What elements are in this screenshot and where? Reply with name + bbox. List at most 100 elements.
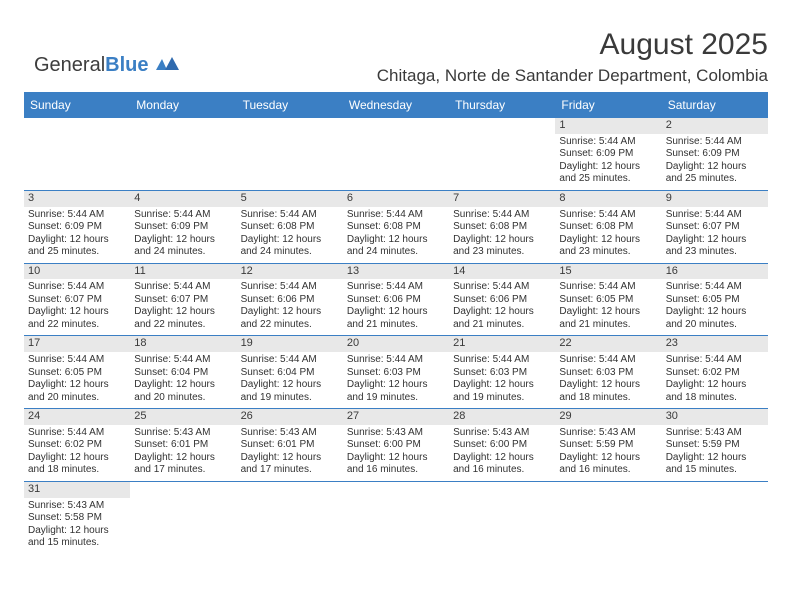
calendar-cell: [237, 118, 343, 191]
daylight-line: Daylight: 12 hours and 16 minutes.: [559, 452, 657, 477]
daylight-line: Daylight: 12 hours and 16 minutes.: [347, 452, 445, 477]
day-number: 3: [24, 191, 130, 207]
day-number: 29: [555, 409, 661, 425]
calendar-cell: 17Sunrise: 5:44 AMSunset: 6:05 PMDayligh…: [24, 336, 130, 409]
daylight-line: Daylight: 12 hours and 20 minutes.: [134, 379, 232, 404]
daylight-line: Daylight: 12 hours and 15 minutes.: [28, 525, 126, 550]
day-number: 17: [24, 336, 130, 352]
sunset-line: Sunset: 6:06 PM: [347, 294, 445, 307]
logo-text: General: [34, 54, 105, 76]
calendar-row: 10Sunrise: 5:44 AMSunset: 6:07 PMDayligh…: [24, 263, 768, 336]
calendar-cell: 9 Sunrise: 5:44 AMSunset: 6:07 PMDaylight…: [662, 190, 768, 263]
daylight-line: Daylight: 12 hours and 22 minutes.: [134, 306, 232, 331]
sunset-line: Sunset: 6:07 PM: [28, 294, 126, 307]
sunrise-line: Sunrise: 5:44 AM: [666, 281, 764, 294]
daylight-line: Daylight: 12 hours and 15 minutes.: [666, 452, 764, 477]
calendar-cell: 6Sunrise: 5:44 AMSunset: 6:08 PMDaylight…: [343, 190, 449, 263]
daylight-line: Daylight: 12 hours and 19 minutes.: [347, 379, 445, 404]
calendar-cell: 26Sunrise: 5:43 AMSunset: 6:01 PMDayligh…: [237, 409, 343, 482]
day-number: 9: [662, 191, 768, 207]
day-number: 15: [555, 264, 661, 280]
sunset-line: Sunset: 6:07 PM: [666, 221, 764, 234]
calendar-cell: 3 Sunrise: 5:44 AMSunset: 6:09 PMDaylight…: [24, 190, 130, 263]
calendar-cell: 12Sunrise: 5:44 AMSunset: 6:06 PMDayligh…: [237, 263, 343, 336]
calendar-row: 1Sunrise: 5:44 AMSunset: 6:09 PMDaylight…: [24, 118, 768, 191]
calendar-cell: 19Sunrise: 5:44 AMSunset: 6:04 PMDayligh…: [237, 336, 343, 409]
day-number: 25: [130, 409, 236, 425]
day-number: 21: [449, 336, 555, 352]
calendar-cell: 2Sunrise: 5:44 AMSunset: 6:09 PMDaylight…: [662, 118, 768, 191]
sunset-line: Sunset: 6:09 PM: [559, 148, 657, 161]
day-number: 10: [24, 264, 130, 280]
flag-icon: [156, 54, 180, 77]
daylight-line: Daylight: 12 hours and 23 minutes.: [559, 234, 657, 259]
sunset-line: Sunset: 5:59 PM: [666, 439, 764, 452]
sunset-line: Sunset: 5:59 PM: [559, 439, 657, 452]
daylight-line: Daylight: 12 hours and 25 minutes.: [28, 234, 126, 259]
weekday-header: Tuesday: [237, 93, 343, 118]
sunrise-line: Sunrise: 5:43 AM: [241, 427, 339, 440]
sunrise-line: Sunrise: 5:44 AM: [241, 354, 339, 367]
sunrise-line: Sunrise: 5:43 AM: [559, 427, 657, 440]
day-number: 11: [130, 264, 236, 280]
daylight-line: Daylight: 12 hours and 19 minutes.: [241, 379, 339, 404]
daylight-line: Daylight: 12 hours and 21 minutes.: [453, 306, 551, 331]
sunset-line: Sunset: 6:00 PM: [347, 439, 445, 452]
day-number: 18: [130, 336, 236, 352]
daylight-line: Daylight: 12 hours and 23 minutes.: [666, 234, 764, 259]
calendar-cell: 24Sunrise: 5:44 AMSunset: 6:02 PMDayligh…: [24, 409, 130, 482]
sunrise-line: Sunrise: 5:44 AM: [347, 354, 445, 367]
day-number: 5: [237, 191, 343, 207]
sunset-line: Sunset: 6:08 PM: [347, 221, 445, 234]
calendar-cell: [130, 481, 236, 554]
calendar-cell: 21Sunrise: 5:44 AMSunset: 6:03 PMDayligh…: [449, 336, 555, 409]
sunrise-line: Sunrise: 5:44 AM: [559, 136, 657, 149]
sunset-line: Sunset: 6:08 PM: [241, 221, 339, 234]
calendar-cell: 13Sunrise: 5:44 AMSunset: 6:06 PMDayligh…: [343, 263, 449, 336]
calendar-cell: 15Sunrise: 5:44 AMSunset: 6:05 PMDayligh…: [555, 263, 661, 336]
day-number: 19: [237, 336, 343, 352]
calendar-table: SundayMondayTuesdayWednesdayThursdayFrid…: [24, 92, 768, 555]
daylight-line: Daylight: 12 hours and 25 minutes.: [666, 161, 764, 186]
sunrise-line: Sunrise: 5:44 AM: [134, 281, 232, 294]
calendar-cell: 25Sunrise: 5:43 AMSunset: 6:01 PMDayligh…: [130, 409, 236, 482]
calendar-cell: 22Sunrise: 5:44 AMSunset: 6:03 PMDayligh…: [555, 336, 661, 409]
sunrise-line: Sunrise: 5:44 AM: [666, 209, 764, 222]
sunset-line: Sunset: 6:07 PM: [134, 294, 232, 307]
calendar-row: 24Sunrise: 5:44 AMSunset: 6:02 PMDayligh…: [24, 409, 768, 482]
calendar-cell: 31Sunrise: 5:43 AMSunset: 5:58 PMDayligh…: [24, 481, 130, 554]
sunset-line: Sunset: 6:05 PM: [666, 294, 764, 307]
daylight-line: Daylight: 12 hours and 23 minutes.: [453, 234, 551, 259]
weekday-header: Monday: [130, 93, 236, 118]
weekday-header: Thursday: [449, 93, 555, 118]
sunrise-line: Sunrise: 5:43 AM: [134, 427, 232, 440]
sunset-line: Sunset: 6:09 PM: [666, 148, 764, 161]
sunrise-line: Sunrise: 5:44 AM: [559, 354, 657, 367]
sunset-line: Sunset: 6:02 PM: [666, 367, 764, 380]
day-number: 14: [449, 264, 555, 280]
daylight-line: Daylight: 12 hours and 19 minutes.: [453, 379, 551, 404]
calendar-body: 1Sunrise: 5:44 AMSunset: 6:09 PMDaylight…: [24, 118, 768, 555]
calendar-cell: [343, 118, 449, 191]
sunrise-line: Sunrise: 5:44 AM: [28, 354, 126, 367]
calendar-cell: [555, 481, 661, 554]
sunset-line: Sunset: 6:09 PM: [28, 221, 126, 234]
day-number: 31: [24, 482, 130, 498]
calendar-cell: 20Sunrise: 5:44 AMSunset: 6:03 PMDayligh…: [343, 336, 449, 409]
sunset-line: Sunset: 6:00 PM: [453, 439, 551, 452]
calendar-cell: 10Sunrise: 5:44 AMSunset: 6:07 PMDayligh…: [24, 263, 130, 336]
day-number: 2: [662, 118, 768, 134]
day-number: 7: [449, 191, 555, 207]
calendar-cell: 30Sunrise: 5:43 AMSunset: 5:59 PMDayligh…: [662, 409, 768, 482]
sunset-line: Sunset: 6:01 PM: [241, 439, 339, 452]
sunrise-line: Sunrise: 5:44 AM: [559, 209, 657, 222]
calendar-cell: [449, 118, 555, 191]
sunrise-line: Sunrise: 5:44 AM: [28, 209, 126, 222]
sunrise-line: Sunrise: 5:44 AM: [28, 281, 126, 294]
sunrise-line: Sunrise: 5:43 AM: [347, 427, 445, 440]
sunrise-line: Sunrise: 5:44 AM: [347, 281, 445, 294]
sunset-line: Sunset: 5:58 PM: [28, 512, 126, 525]
sunset-line: Sunset: 6:03 PM: [347, 367, 445, 380]
calendar-row: 31Sunrise: 5:43 AMSunset: 5:58 PMDayligh…: [24, 481, 768, 554]
sunset-line: Sunset: 6:03 PM: [559, 367, 657, 380]
